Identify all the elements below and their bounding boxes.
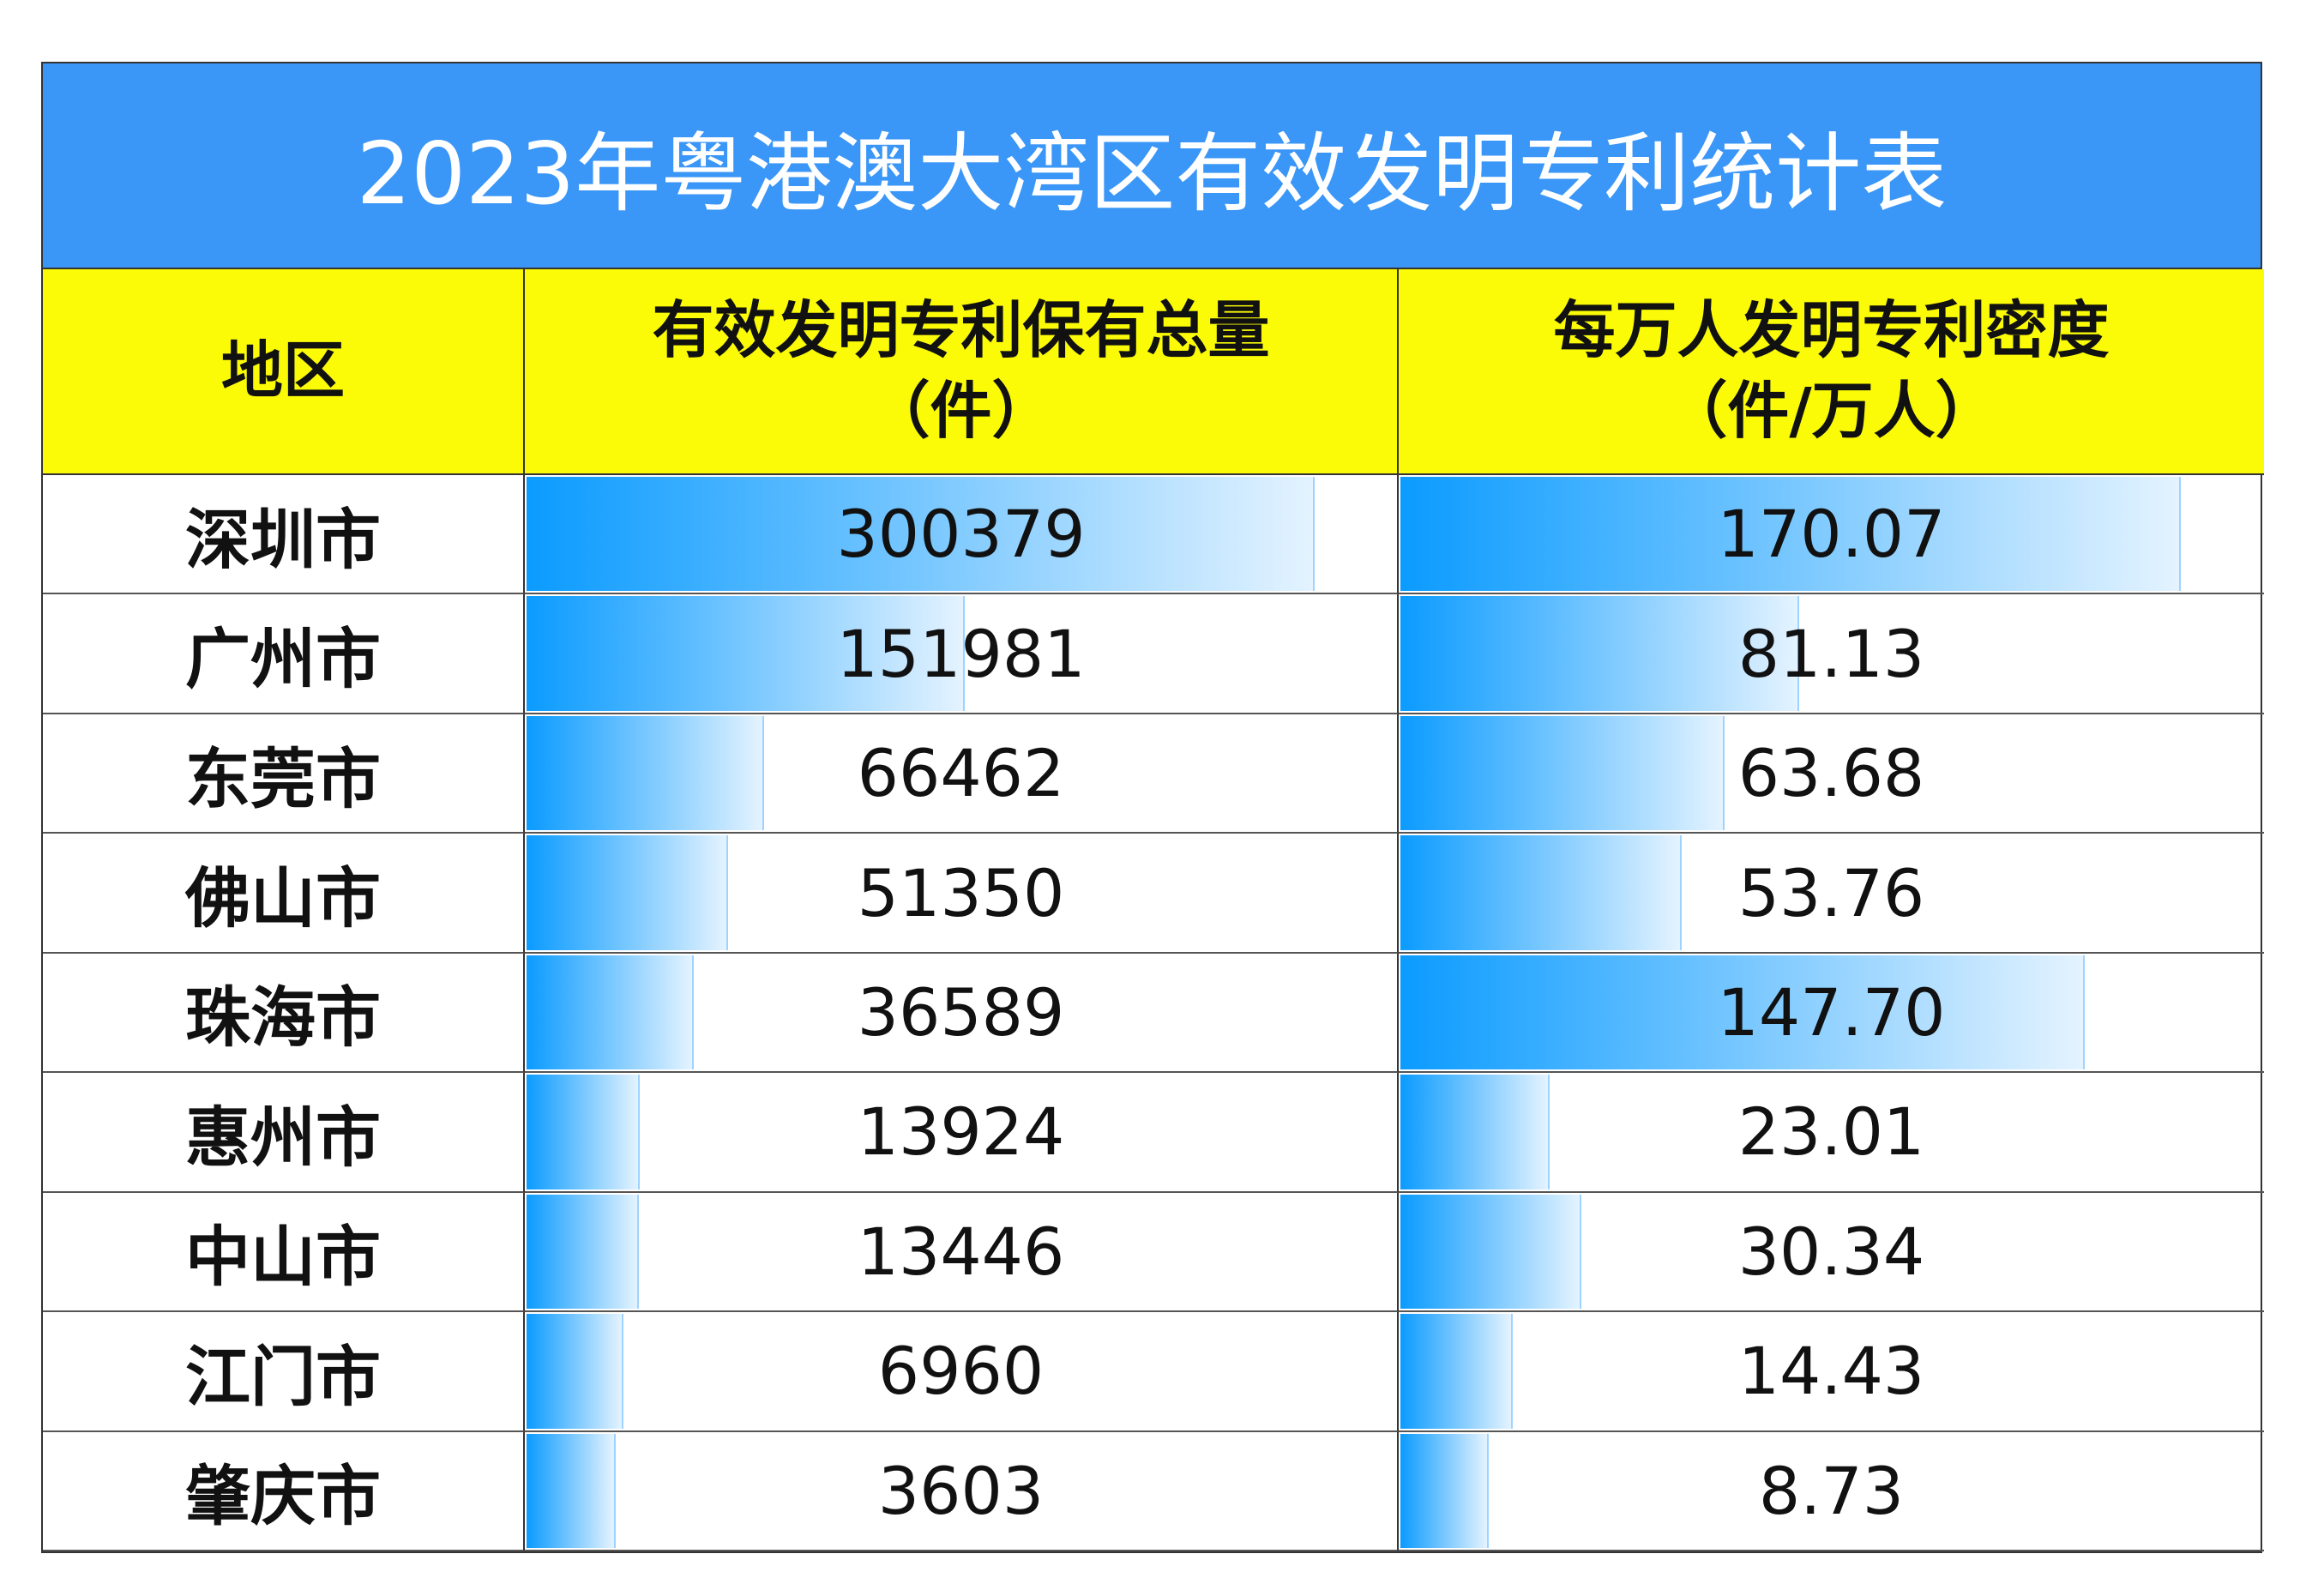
total-value: 66462 — [857, 735, 1065, 812]
density-value: 53.76 — [1737, 854, 1925, 931]
density-value: 147.70 — [1717, 973, 1946, 1051]
total-bar — [527, 715, 764, 831]
region-label: 惠州市 — [185, 1099, 381, 1176]
density-cell: 81.13 — [1399, 594, 2264, 714]
total-cell: 66462 — [525, 714, 1399, 834]
total-bar — [527, 1433, 616, 1548]
density-cell: 53.76 — [1399, 834, 2264, 954]
total-cell: 3603 — [525, 1431, 1399, 1551]
density-cell: 30.34 — [1399, 1193, 2264, 1313]
density-cell: 8.73 — [1399, 1432, 2264, 1551]
total-cell: 13924 — [525, 1073, 1399, 1193]
total-value: 13446 — [857, 1213, 1065, 1290]
total-value: 51350 — [857, 854, 1065, 931]
density-value: 8.73 — [1758, 1452, 1905, 1529]
density-bar — [1400, 1075, 1550, 1189]
region-cell: 广州市 — [43, 594, 525, 714]
total-value: 151981 — [836, 615, 1086, 692]
density-bar — [1400, 715, 1725, 831]
region-label: 江门市 — [185, 1338, 381, 1415]
region-cell: 佛山市 — [43, 834, 525, 954]
total-bar — [527, 835, 729, 950]
density-value: 23.01 — [1737, 1093, 1925, 1171]
region-label: 东莞市 — [185, 740, 381, 817]
density-bar — [1400, 1194, 1582, 1310]
total-value: 3603 — [877, 1452, 1045, 1529]
total-bar — [527, 1075, 641, 1189]
stats-table: 2023年粤港澳大湾区有效发明专利统计表 地区 有效发明专利保有总量 （件） 每万人… — [41, 62, 2264, 1553]
region-label: 肇庆市 — [185, 1458, 381, 1535]
region-label: 深圳市 — [185, 501, 381, 578]
total-cell: 13446 — [525, 1192, 1399, 1313]
region-label: 广州市 — [185, 621, 381, 698]
density-bar — [1400, 835, 1683, 950]
total-cell: 51350 — [525, 834, 1399, 954]
region-cell: 肇庆市 — [43, 1431, 525, 1551]
total-bar — [527, 1194, 639, 1310]
density-value: 81.13 — [1737, 615, 1925, 692]
region-cell: 中山市 — [43, 1192, 525, 1313]
density-cell: 170.07 — [1399, 475, 2264, 595]
total-value: 13924 — [857, 1093, 1065, 1171]
total-bar — [527, 477, 1316, 592]
density-cell: 63.68 — [1399, 714, 2264, 834]
total-bar — [527, 955, 694, 1070]
total-cell: 300379 — [525, 475, 1399, 595]
column-header: 地区 — [43, 269, 525, 475]
total-bar — [527, 596, 966, 711]
region-label: 珠海市 — [185, 979, 381, 1057]
total-value: 36589 — [857, 973, 1065, 1051]
density-bar — [1400, 596, 1800, 711]
region-label: 中山市 — [185, 1219, 381, 1296]
density-bar — [1400, 1314, 1514, 1429]
region-cell: 江门市 — [43, 1312, 525, 1432]
density-bar — [1400, 477, 2182, 592]
column-header: 有效发明专利保有总量 （件） — [525, 269, 1399, 475]
region-cell: 深圳市 — [43, 475, 525, 595]
density-value: 30.34 — [1737, 1213, 1925, 1290]
total-bar — [527, 1314, 624, 1429]
region-cell: 惠州市 — [43, 1073, 525, 1193]
total-cell: 151981 — [525, 594, 1399, 714]
region-cell: 东莞市 — [43, 714, 525, 834]
density-cell: 14.43 — [1399, 1312, 2264, 1432]
density-value: 14.43 — [1737, 1333, 1925, 1410]
density-bar — [1400, 1433, 1489, 1548]
table-title: 2023年粤港澳大湾区有效发明专利统计表 — [43, 63, 2261, 269]
density-cell: 23.01 — [1399, 1073, 2264, 1193]
total-value: 300379 — [836, 496, 1086, 573]
total-cell: 6960 — [525, 1312, 1399, 1432]
density-bar — [1400, 955, 2086, 1070]
total-value: 6960 — [877, 1333, 1045, 1410]
column-header: 每万人发明专利密度 （件/万人） — [1399, 269, 2264, 475]
region-label: 佛山市 — [185, 860, 381, 937]
region-cell: 珠海市 — [43, 953, 525, 1074]
density-value: 170.07 — [1717, 496, 1946, 573]
total-cell: 36589 — [525, 953, 1399, 1074]
density-cell: 147.70 — [1399, 954, 2264, 1074]
density-value: 63.68 — [1737, 735, 1925, 812]
